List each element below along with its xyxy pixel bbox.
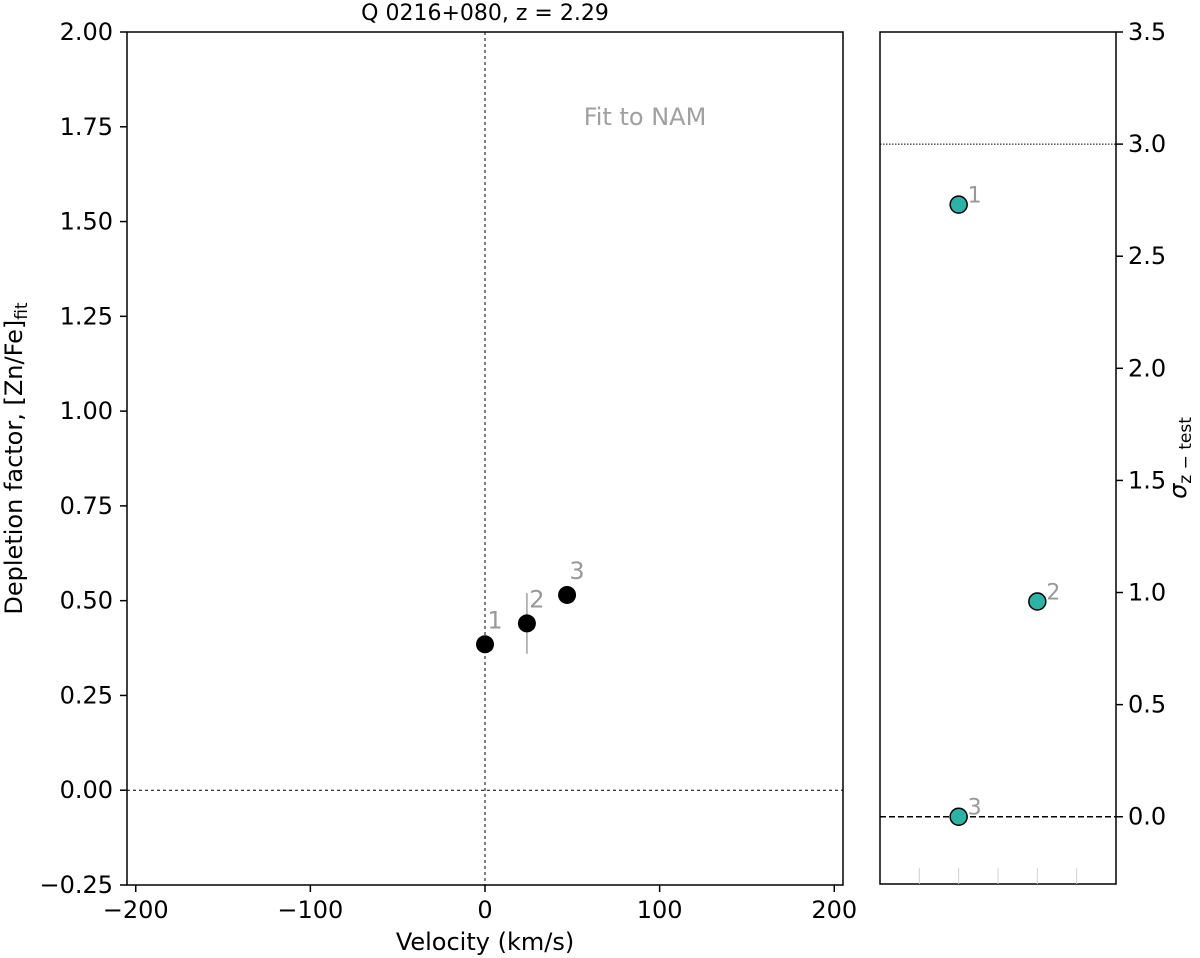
left-annotation: Fit to NAM xyxy=(584,103,707,131)
left-x-tick-label: 0 xyxy=(477,896,492,924)
left-y-tick-label: 1.25 xyxy=(60,302,113,330)
left-data-point xyxy=(558,585,577,604)
left-y-tick-label: 1.75 xyxy=(60,113,113,141)
left-chart-title: Q 0216+080, z = 2.29 xyxy=(361,1,609,26)
left-y-tick-label: 0.75 xyxy=(60,492,113,520)
left-y-tick-label: 0.50 xyxy=(60,587,113,615)
right-y-tick-label: 0.0 xyxy=(1128,803,1166,831)
right-y-tick-label: 3.0 xyxy=(1128,130,1166,158)
left-y-tick-label: 0.25 xyxy=(60,681,113,709)
right-plot-frame xyxy=(879,31,1117,885)
left-x-tick-label: −200 xyxy=(103,896,169,924)
left-y-axis-label-subscript: fit xyxy=(12,302,32,320)
right-data-point xyxy=(949,807,968,826)
left-data-point xyxy=(476,635,494,654)
left-x-ticks: −200 −100 0 100 200 xyxy=(103,885,857,924)
right-point-label: 2 xyxy=(1046,580,1060,605)
left-panel: 123 −200 −100 0 100 200 −0.25 0.00 0.25 0.50 0.7… xyxy=(0,1,857,956)
left-x-axis-label: Velocity (km/s) xyxy=(396,928,574,956)
right-y-tick-label: 2.5 xyxy=(1128,242,1166,270)
left-y-ticks: −0.25 0.00 0.25 0.50 0.75 1.00 1.25 1.50 1.75 2.0… xyxy=(39,18,127,899)
left-point-label: 3 xyxy=(569,557,584,585)
right-y-tick-label: 1.0 xyxy=(1128,579,1166,607)
right-panel: 1 2 3 0.0 0.5 1.0 1.5 2.0 2.5 3.0 3.5 σz − test xyxy=(879,18,1196,885)
left-y-tick-label: 1.50 xyxy=(60,208,113,236)
right-point-label: 3 xyxy=(968,796,982,821)
left-x-tick-label: 100 xyxy=(637,896,683,924)
right-point-label: 1 xyxy=(968,184,982,209)
left-y-tick-label: −0.25 xyxy=(39,871,113,899)
right-data-points xyxy=(949,195,1047,826)
left-x-tick-label: −100 xyxy=(277,896,343,924)
right-point-labels: 1 2 3 xyxy=(968,184,1061,821)
right-y-ticks: 0.0 0.5 1.0 1.5 2.0 2.5 3.0 3.5 xyxy=(1116,18,1166,831)
right-y-axis-label: σz − test xyxy=(1164,417,1196,499)
right-data-point xyxy=(1028,592,1047,611)
left-y-axis-label-main: Depletion factor, [Zn/Fe] xyxy=(0,320,28,615)
left-point-label: 2 xyxy=(529,585,544,613)
left-y-tick-label: 2.00 xyxy=(60,18,113,46)
left-x-tick-label: 200 xyxy=(811,896,857,924)
left-y-tick-label: 0.00 xyxy=(60,776,113,804)
left-point-labels: 123 xyxy=(487,557,584,634)
right-y-axis-label-main: σ xyxy=(1164,483,1192,499)
right-y-tick-label: 1.5 xyxy=(1128,466,1166,494)
right-y-tick-label: 3.5 xyxy=(1128,18,1166,46)
right-y-tick-label: 0.5 xyxy=(1128,691,1166,719)
right-y-tick-label: 2.0 xyxy=(1128,354,1166,382)
left-data-point xyxy=(517,614,536,633)
left-y-axis-label: Depletion factor, [Zn/Fe]fit xyxy=(0,302,32,615)
left-data-points xyxy=(476,585,577,654)
right-data-point xyxy=(949,195,968,214)
left-y-tick-label: 1.00 xyxy=(60,397,113,425)
left-point-label: 1 xyxy=(487,606,502,634)
right-y-axis-label-subscript: z − test xyxy=(1176,417,1196,484)
right-x-ticks xyxy=(918,868,1078,884)
